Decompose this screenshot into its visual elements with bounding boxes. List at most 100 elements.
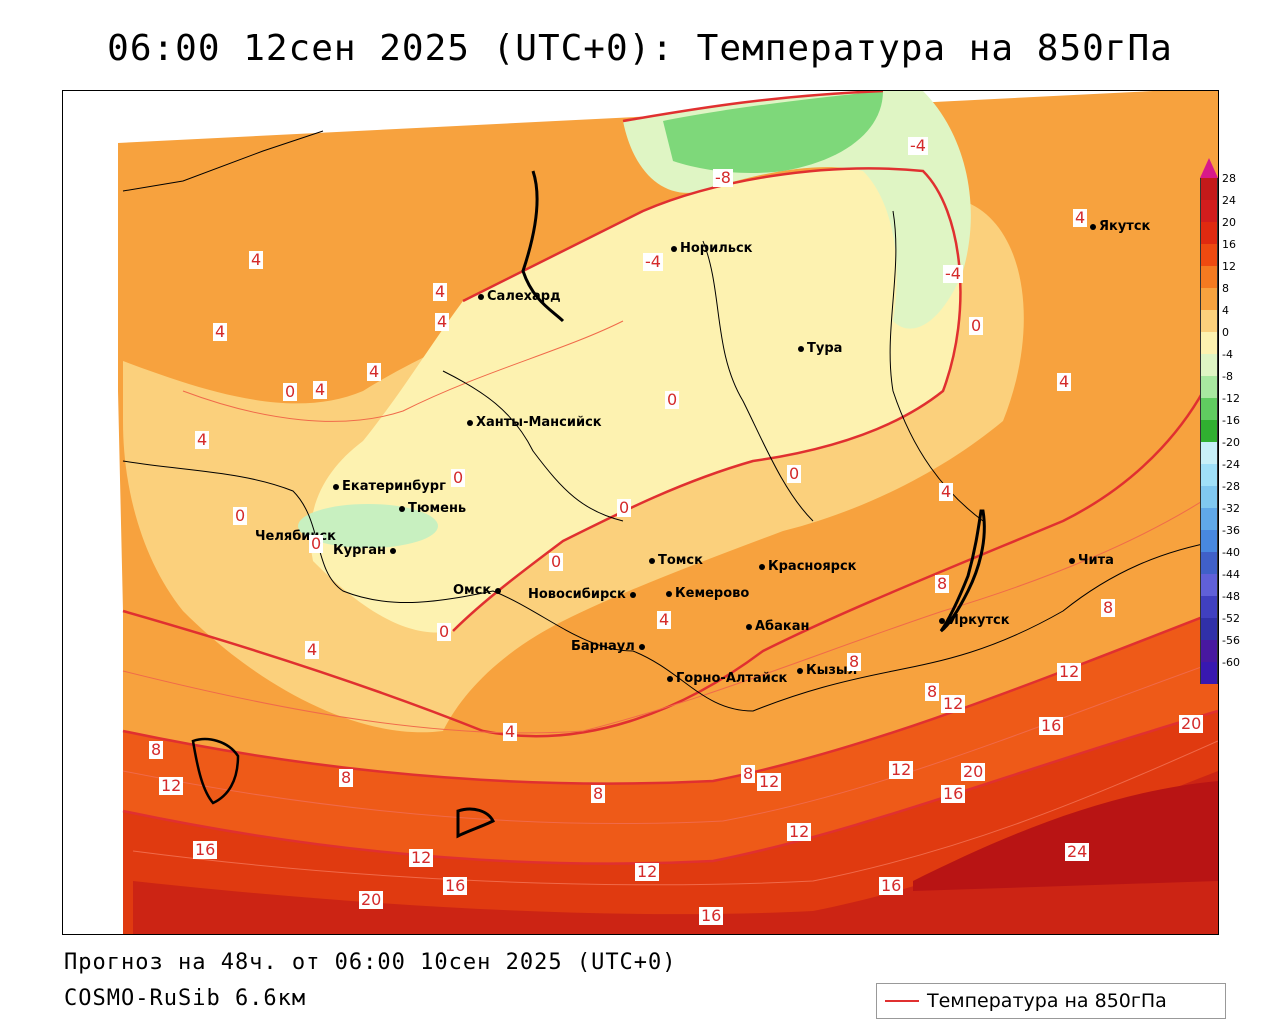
legend-line-swatch xyxy=(885,1000,919,1002)
contour-label: 20 xyxy=(961,762,986,781)
legend-label: Температура на 850гПа xyxy=(927,990,1167,1012)
lake-baikal xyxy=(939,509,986,633)
contour-label: 4 xyxy=(939,482,954,501)
contour-label: 4 xyxy=(249,250,264,269)
scale-cell xyxy=(1200,640,1218,662)
scale-tick-label: 16 xyxy=(1222,238,1236,251)
contour-label: 4 xyxy=(435,312,450,331)
city-chita: Чита xyxy=(1069,553,1114,568)
contour-label: 8 xyxy=(925,682,940,701)
contour-label: 4 xyxy=(1073,208,1088,227)
contour-label: -8 xyxy=(713,168,733,187)
temperature-field xyxy=(118,91,1218,934)
scale-cell xyxy=(1200,596,1218,618)
contour-label: 12 xyxy=(635,862,660,881)
contour-label: 12 xyxy=(889,760,914,779)
scale-cell xyxy=(1200,376,1218,398)
color-scale xyxy=(1200,158,1218,684)
scale-cell xyxy=(1200,618,1218,640)
contour-label: 8 xyxy=(741,764,756,783)
band-minus8 xyxy=(663,91,883,173)
city-tura: Тура xyxy=(798,341,842,356)
aral-sea xyxy=(456,807,496,839)
scale-cell xyxy=(1200,552,1218,574)
contour-label: 0 xyxy=(437,622,452,641)
contour-label: 0 xyxy=(665,390,680,409)
city-khanty-mansiysk: Ханты-Мансийск xyxy=(467,415,602,430)
contour-label: 4 xyxy=(367,362,382,381)
scale-cell xyxy=(1200,530,1218,552)
scale-tick-label: -60 xyxy=(1222,656,1240,669)
cold-spot-tyumen xyxy=(298,504,438,548)
band-20 xyxy=(133,771,1218,934)
contour-label: 8 xyxy=(847,652,862,671)
scale-tick-label: -24 xyxy=(1222,458,1240,471)
forecast-info: Прогноз на 48ч. от 06:00 10сен 2025 (UTC… xyxy=(64,950,677,975)
contour-label: 8 xyxy=(1101,598,1116,617)
contour-label: 8 xyxy=(149,740,164,759)
contour-label: 0 xyxy=(451,468,466,487)
contour-label: 4 xyxy=(657,610,672,629)
caspian-sea xyxy=(191,737,240,805)
scale-tick-label: -8 xyxy=(1222,370,1233,383)
city-kyzyl: Кызыл xyxy=(797,663,857,678)
contour-label: 20 xyxy=(359,890,384,909)
scale-tick-label: 4 xyxy=(1222,304,1229,317)
city-kurgan: Курган xyxy=(333,543,399,558)
city-omsk: Омск xyxy=(453,583,504,598)
scale-tick-label: -4 xyxy=(1222,348,1233,361)
contour-label: -4 xyxy=(908,136,928,155)
contour-label: 4 xyxy=(433,282,448,301)
scale-top-arrow xyxy=(1200,158,1218,178)
scale-cell xyxy=(1200,244,1218,266)
legend: Температура на 850гПа xyxy=(876,983,1226,1019)
contour-label: 16 xyxy=(879,876,904,895)
scale-tick-label: -16 xyxy=(1222,414,1240,427)
contour-label: 0 xyxy=(549,552,564,571)
scale-cell xyxy=(1200,486,1218,508)
contour-label: 20 xyxy=(1179,714,1204,733)
scale-tick-label: -48 xyxy=(1222,590,1240,603)
contour-label: -4 xyxy=(643,252,663,271)
city-kemerovo: Кемерово xyxy=(666,586,749,601)
contour-label: 16 xyxy=(1039,716,1064,735)
scale-cell xyxy=(1200,222,1218,244)
scale-cell xyxy=(1200,508,1218,530)
scale-tick-label: -44 xyxy=(1222,568,1240,581)
contour-label: 12 xyxy=(941,694,966,713)
contour-label: 0 xyxy=(283,382,298,401)
scale-tick-label: 0 xyxy=(1222,326,1229,339)
contour-label: -4 xyxy=(943,264,963,283)
scale-cell xyxy=(1200,464,1218,486)
contour-label: 16 xyxy=(443,876,468,895)
contour-label: 0 xyxy=(617,498,632,517)
band-0-central xyxy=(310,168,961,633)
scale-cell xyxy=(1200,178,1218,200)
city-yekaterinburg: Екатеринбург xyxy=(333,479,446,494)
scale-cell xyxy=(1200,354,1218,376)
scale-tick-label: -20 xyxy=(1222,436,1240,449)
scale-tick-label: -52 xyxy=(1222,612,1240,625)
scale-cell xyxy=(1200,266,1218,288)
city-salekhard: Салехард xyxy=(478,289,561,304)
city-irkutsk: Иркутск xyxy=(939,613,1010,628)
contour-label: 0 xyxy=(969,316,984,335)
scale-tick-label: 12 xyxy=(1222,260,1236,273)
contour-label: 8 xyxy=(339,768,354,787)
temperature-map: Якутск Норильск Салехард Тура Ханты-Манс… xyxy=(62,90,1219,935)
city-gorno-altaysk: Горно-Алтайск xyxy=(667,671,787,686)
scale-tick-label: -28 xyxy=(1222,480,1240,493)
band-24 xyxy=(913,781,1218,891)
city-abakan: Абакан xyxy=(746,619,810,634)
contour-label: 12 xyxy=(787,822,812,841)
contour-label: 0 xyxy=(309,534,324,553)
scale-tick-label: 24 xyxy=(1222,194,1236,207)
city-tomsk: Томск xyxy=(649,553,703,568)
scale-tick-label: -32 xyxy=(1222,502,1240,515)
model-name: COSMO-RuSib 6.6км xyxy=(64,986,307,1011)
contour-label: 0 xyxy=(787,464,802,483)
scale-cell xyxy=(1200,332,1218,354)
scale-tick-label: -36 xyxy=(1222,524,1240,537)
contour-label: 24 xyxy=(1065,842,1090,861)
city-yakutsk: Якутск xyxy=(1090,219,1150,234)
